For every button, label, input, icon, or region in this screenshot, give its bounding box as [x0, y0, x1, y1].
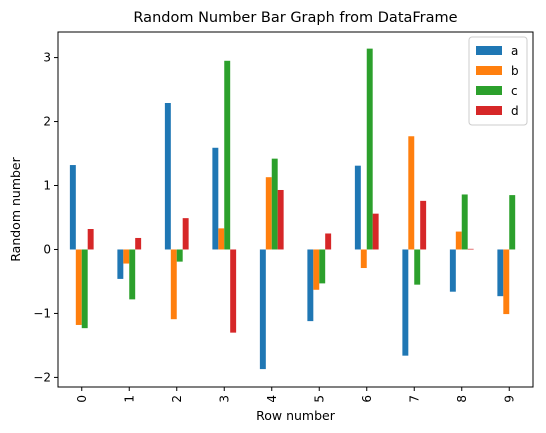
plot-frame: [57, 31, 534, 388]
bar-b-6: [360, 249, 367, 269]
legend-label-b: b: [511, 64, 519, 78]
y-tick-label: −1: [33, 306, 51, 320]
bar-b-1: [123, 249, 130, 264]
bar-b-0: [75, 249, 82, 325]
bar-b-2: [170, 249, 177, 320]
legend-label-d: d: [511, 104, 519, 118]
x-tick-label: 3: [217, 395, 231, 403]
bar-c-1: [129, 249, 136, 300]
bar-b-9: [503, 249, 510, 315]
y-axis-label: Random number: [8, 156, 23, 261]
chart-title: Random Number Bar Graph from DataFrame: [133, 10, 457, 26]
bar-a-8: [449, 249, 456, 292]
x-axis-label: Row number: [256, 408, 336, 423]
bar-a-2: [164, 103, 171, 250]
bar-d-2: [182, 218, 189, 250]
x-tick-label: 6: [360, 395, 374, 403]
y-tick-label: 3: [43, 51, 51, 65]
x-ticks: 0 1 2 3 4 5 6 7 8 9: [75, 387, 516, 403]
bar-c-6: [366, 48, 373, 250]
bar-a-1: [117, 249, 124, 279]
bar-d-4: [277, 189, 284, 250]
bar-a-9: [497, 249, 504, 297]
bar-c-5: [319, 249, 326, 284]
bar-a-4: [259, 249, 266, 370]
y-ticks: −2 −1 0 1 2 3: [33, 51, 58, 384]
bar-d-1: [135, 237, 142, 250]
bar-c-9: [509, 195, 516, 250]
bar-c-3: [224, 60, 231, 250]
bar-a-0: [69, 165, 76, 250]
bar-d-5: [325, 233, 332, 250]
bar-c-0: [81, 249, 88, 329]
bar-b-7: [408, 136, 415, 250]
y-tick-label: −2: [33, 370, 51, 384]
bar-a-6: [354, 165, 361, 250]
bar-a-3: [212, 147, 219, 250]
y-tick-label: 1: [43, 179, 51, 193]
bar-c-2: [176, 249, 183, 262]
y-tick-label: 0: [43, 242, 51, 256]
x-tick-label: 9: [502, 395, 516, 403]
legend-box: [468, 36, 528, 126]
x-tick-label: 4: [265, 395, 279, 403]
bars-group: [69, 48, 522, 370]
axes-frame: [57, 31, 534, 388]
bar-c-4: [271, 158, 278, 250]
bar-b-3: [218, 228, 225, 250]
bar-a-5: [307, 249, 314, 322]
bar-c-8: [461, 194, 468, 250]
y-tick-label: 2: [43, 115, 51, 129]
legend-swatch-d: [476, 106, 502, 115]
x-tick-label: 0: [75, 395, 89, 403]
legend-label-c: c: [511, 84, 518, 98]
x-tick-label: 7: [407, 395, 421, 403]
x-tick-label: 5: [312, 395, 326, 403]
x-tick-label: 1: [122, 395, 136, 403]
legend-swatch-b: [476, 66, 502, 75]
bar-d-7: [420, 200, 427, 250]
bar-b-5: [313, 249, 320, 290]
bar-d-3: [230, 249, 237, 333]
bar-d-0: [87, 229, 94, 250]
x-tick-label: 8: [455, 395, 469, 403]
bar-c-7: [414, 249, 421, 285]
x-tick-label: 2: [170, 395, 184, 403]
legend-swatch-a: [476, 46, 502, 55]
legend-swatch-c: [476, 86, 502, 95]
bar-d-6: [372, 213, 379, 250]
legend-label-a: a: [511, 44, 518, 58]
bar-b-4: [265, 177, 272, 250]
bar-b-8: [455, 231, 462, 250]
bar-d-8: [467, 248, 474, 250]
bar-a-7: [402, 249, 409, 356]
